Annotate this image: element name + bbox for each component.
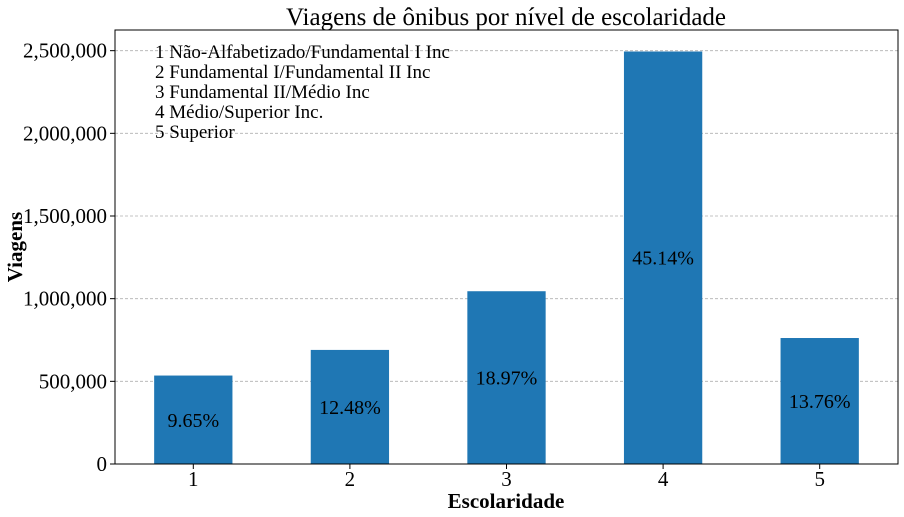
bar-percent-label: 18.97% [476, 368, 538, 390]
y-tick-label: 2,500,000 [23, 39, 107, 63]
y-tick-label: 2,000,000 [23, 121, 107, 145]
legend-line: 2 Fundamental I/Fundamental II Inc [155, 62, 430, 83]
bar-labels-group: 9.65% 12.48% 18.97% 45.14% 13.76% [167, 248, 850, 432]
chart-title: Viagens de ônibus por nível de escolarid… [286, 4, 726, 31]
x-axis-label: Escolaridade [448, 489, 565, 513]
y-tick-label: 500,000 [39, 369, 107, 393]
x-tick-label: 1 [188, 467, 199, 491]
y-tick-label: 1,500,000 [23, 204, 107, 228]
bar-4 [623, 51, 703, 464]
y-tick-label: 1,000,000 [23, 287, 107, 311]
bar-percent-label: 45.14% [632, 248, 694, 270]
bar-percent-label: 9.65% [167, 410, 219, 432]
bar-5 [780, 338, 859, 464]
x-axis-ticks: 1 2 3 4 5 [188, 464, 825, 491]
bar-1 [154, 375, 233, 464]
bar-percent-label: 13.76% [789, 391, 851, 413]
x-tick-label: 4 [658, 467, 669, 491]
bar-3 [467, 291, 546, 464]
bars-group [154, 51, 859, 464]
legend-line: 3 Fundamental II/Médio Inc [155, 82, 370, 103]
y-axis-label: Viagens [3, 212, 27, 282]
legend-line: 5 Superior [155, 122, 235, 143]
bar-2 [310, 349, 390, 464]
bar-percent-label: 12.48% [319, 397, 381, 419]
y-axis-ticks: 0 500,000 1,000,000 1,500,000 2,000,000 2,500… [23, 39, 115, 476]
legend-line: 1 Não-Alfabetizado/Fundamental I Inc [155, 42, 450, 63]
y-tick-label: 0 [97, 452, 108, 476]
grid-lines [115, 50, 898, 382]
x-tick-label: 3 [501, 467, 512, 491]
x-tick-label: 2 [345, 467, 356, 491]
legend-line: 4 Médio/Superior Inc. [155, 102, 323, 123]
x-tick-label: 5 [814, 467, 825, 491]
